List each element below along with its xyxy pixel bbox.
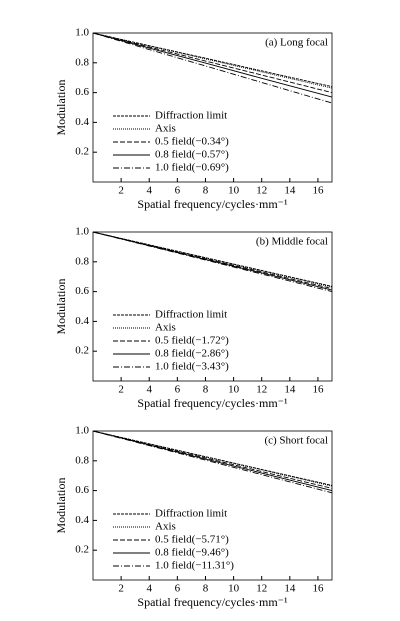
y-tick-label: 0.2 (75, 544, 89, 556)
x-tick-label: 2 (118, 583, 124, 595)
annotation: (b) Middle focal (256, 236, 328, 248)
x-axis-label: Spatial frequency/cycles·mm⁻¹ (137, 197, 288, 211)
legend-label: 0.5 field(−5.71°) (155, 534, 229, 546)
x-tick-label: 6 (175, 185, 181, 197)
x-axis-label: Spatial frequency/cycles·mm⁻¹ (137, 595, 288, 609)
y-tick-label: 0.2 (75, 345, 89, 357)
legend-label: 0.8 field(−0.57°) (155, 149, 229, 161)
x-tick-label: 4 (146, 384, 152, 396)
y-tick-label: 0.4 (75, 116, 89, 128)
x-tick-label: 12 (256, 185, 267, 197)
plot-frame (92, 430, 333, 581)
y-tick-label: 0.4 (75, 514, 89, 526)
y-tick-label: 0.6 (75, 484, 89, 496)
y-tick-label: 0.4 (75, 315, 89, 327)
y-tick-label: 1.0 (75, 27, 89, 39)
series-line (92, 32, 333, 94)
legend-label: 0.8 field(−9.46°) (155, 547, 229, 559)
y-tick-label: 0.8 (75, 454, 89, 466)
legend-label: 1.0 field(−3.43°) (155, 361, 229, 373)
annotation: (c) Short focal (264, 435, 328, 447)
x-axis-label: Spatial frequency/cycles·mm⁻¹ (137, 396, 288, 410)
legend-label: Axis (155, 123, 176, 135)
y-tick-label: 0.6 (75, 86, 89, 98)
series-line (92, 32, 333, 89)
x-tick-label: 14 (284, 384, 296, 396)
legend-label: 0.8 field(−2.86°) (155, 348, 229, 360)
x-tick-label: 14 (284, 185, 296, 197)
legend-label: 1.0 field(−11.31°) (155, 560, 234, 572)
legend-label: 1.0 field(−0.69°) (155, 162, 229, 174)
y-tick-label: 1.0 (75, 226, 89, 238)
annotation: (a) Long focal (265, 37, 328, 49)
x-tick-label: 12 (256, 384, 267, 396)
x-tick-label: 8 (203, 384, 209, 396)
y-tick-label: 1.0 (75, 425, 89, 437)
x-tick-label: 4 (146, 583, 152, 595)
x-tick-label: 6 (175, 583, 181, 595)
x-tick-label: 14 (284, 583, 296, 595)
x-tick-label: 10 (228, 185, 240, 197)
legend-label: 0.5 field(−1.72°) (155, 335, 229, 347)
y-tick-label: 0.8 (75, 56, 89, 68)
y-tick-label: 0.6 (75, 285, 89, 297)
plot-frame (92, 32, 333, 183)
series-line (92, 32, 333, 104)
x-tick-label: 10 (228, 583, 240, 595)
series-line (92, 430, 333, 494)
series-line (92, 231, 333, 293)
legend-label: Diffraction limit (155, 110, 227, 122)
y-axis-label: Modulation (54, 279, 68, 335)
legend-label: Axis (155, 322, 176, 334)
x-tick-label: 12 (256, 583, 267, 595)
x-tick-label: 8 (203, 583, 209, 595)
series-line (92, 32, 333, 98)
y-tick-label: 0.8 (75, 255, 89, 267)
x-tick-label: 2 (118, 185, 124, 197)
legend-label: Axis (155, 521, 176, 533)
y-axis-label: Modulation (54, 478, 68, 534)
legend-label: Diffraction limit (155, 309, 227, 321)
legend-label: 0.5 field(−0.34°) (155, 136, 229, 148)
x-tick-label: 16 (312, 384, 324, 396)
y-tick-label: 0.2 (75, 146, 89, 158)
x-tick-label: 10 (228, 384, 240, 396)
x-tick-label: 6 (175, 384, 181, 396)
x-tick-label: 4 (146, 185, 152, 197)
x-tick-label: 16 (312, 583, 324, 595)
x-tick-label: 2 (118, 384, 124, 396)
legend-label: Diffraction limit (155, 508, 227, 520)
x-tick-label: 8 (203, 185, 209, 197)
y-axis-label: Modulation (54, 80, 68, 136)
x-tick-label: 16 (312, 185, 324, 197)
plot-frame (92, 231, 333, 382)
